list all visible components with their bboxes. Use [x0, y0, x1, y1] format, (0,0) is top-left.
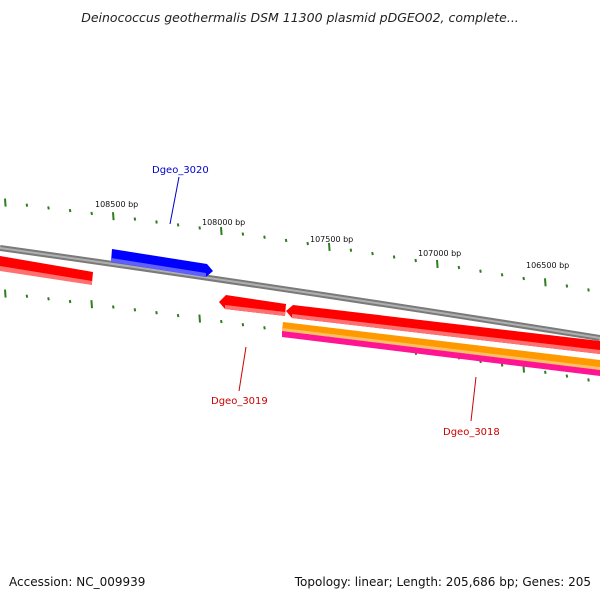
gene-long-red[interactable] [286, 305, 600, 354]
gene-left-red[interactable] [0, 256, 93, 285]
minor-tick [47, 206, 50, 210]
minor-tick [500, 273, 504, 277]
major-tick [544, 278, 547, 287]
minor-tick [241, 232, 245, 236]
minor-tick [112, 305, 115, 309]
scale-label-108500: 108500 bp [95, 200, 138, 209]
leader-line-dgeo-3019 [238, 346, 247, 392]
major-tick [198, 314, 201, 323]
minor-tick [284, 238, 288, 243]
map-title: Deinococcus geothermalis DSM 11300 plasm… [81, 10, 519, 25]
gene-label-dgeo-3019[interactable]: Dgeo_3019 [211, 396, 268, 407]
minor-tick [479, 269, 482, 273]
minor-tick [457, 265, 461, 270]
minor-tick [133, 308, 137, 312]
minor-tick [25, 203, 29, 207]
summary-text: Topology: linear; Length: 205,686 bp; Ge… [294, 575, 591, 589]
minor-tick [241, 323, 245, 327]
major-tick [4, 289, 7, 298]
minor-tick [133, 217, 137, 221]
minor-tick [68, 208, 72, 213]
minor-tick [349, 248, 353, 252]
minor-tick [414, 258, 417, 263]
leader-line-dgeo-3020 [169, 176, 180, 225]
minor-tick [68, 299, 72, 304]
minor-tick [263, 235, 266, 239]
minor-tick [263, 326, 266, 330]
gene-label-dgeo-3020[interactable]: Dgeo_3020 [152, 165, 209, 176]
major-tick [436, 259, 439, 269]
minor-tick [155, 311, 158, 315]
minor-tick [544, 370, 547, 374]
minor-tick [176, 223, 180, 227]
leader-line-dgeo-3018 [470, 376, 477, 422]
scale-label-107000: 107000 bp [418, 249, 461, 258]
minor-tick [198, 226, 201, 230]
minor-tick [371, 251, 374, 256]
major-tick [4, 198, 7, 207]
gene-dgeo-3018[interactable] [282, 331, 600, 376]
minor-tick [306, 241, 309, 246]
scale-label-107500: 107500 bp [310, 235, 353, 244]
gene-label-dgeo-3018[interactable]: Dgeo_3018 [443, 427, 500, 438]
scale-label-106500: 106500 bp [526, 261, 569, 270]
minor-tick [25, 294, 29, 298]
minor-tick [522, 276, 525, 281]
upper-tick-row [4, 198, 590, 292]
minor-tick [565, 284, 569, 288]
minor-tick [587, 378, 590, 382]
major-tick [112, 212, 115, 221]
gene-orange[interactable] [282, 322, 600, 370]
major-tick [328, 242, 331, 251]
minor-tick [565, 374, 569, 378]
minor-tick [155, 220, 158, 224]
minor-tick [90, 211, 93, 216]
minor-tick [47, 297, 50, 301]
minor-tick [500, 363, 504, 367]
gene-dgeo-3019[interactable] [219, 295, 286, 316]
minor-tick [392, 255, 396, 259]
minor-tick [220, 319, 223, 324]
minor-tick [587, 288, 590, 292]
major-tick [220, 226, 223, 236]
accession-text: Accession: NC_009939 [9, 575, 146, 589]
minor-tick [176, 313, 180, 318]
gene-dgeo-3020[interactable] [111, 249, 213, 277]
major-tick [90, 300, 93, 309]
backbone-line-highlight [0, 247, 600, 339]
scale-label-108000: 108000 bp [202, 218, 245, 227]
